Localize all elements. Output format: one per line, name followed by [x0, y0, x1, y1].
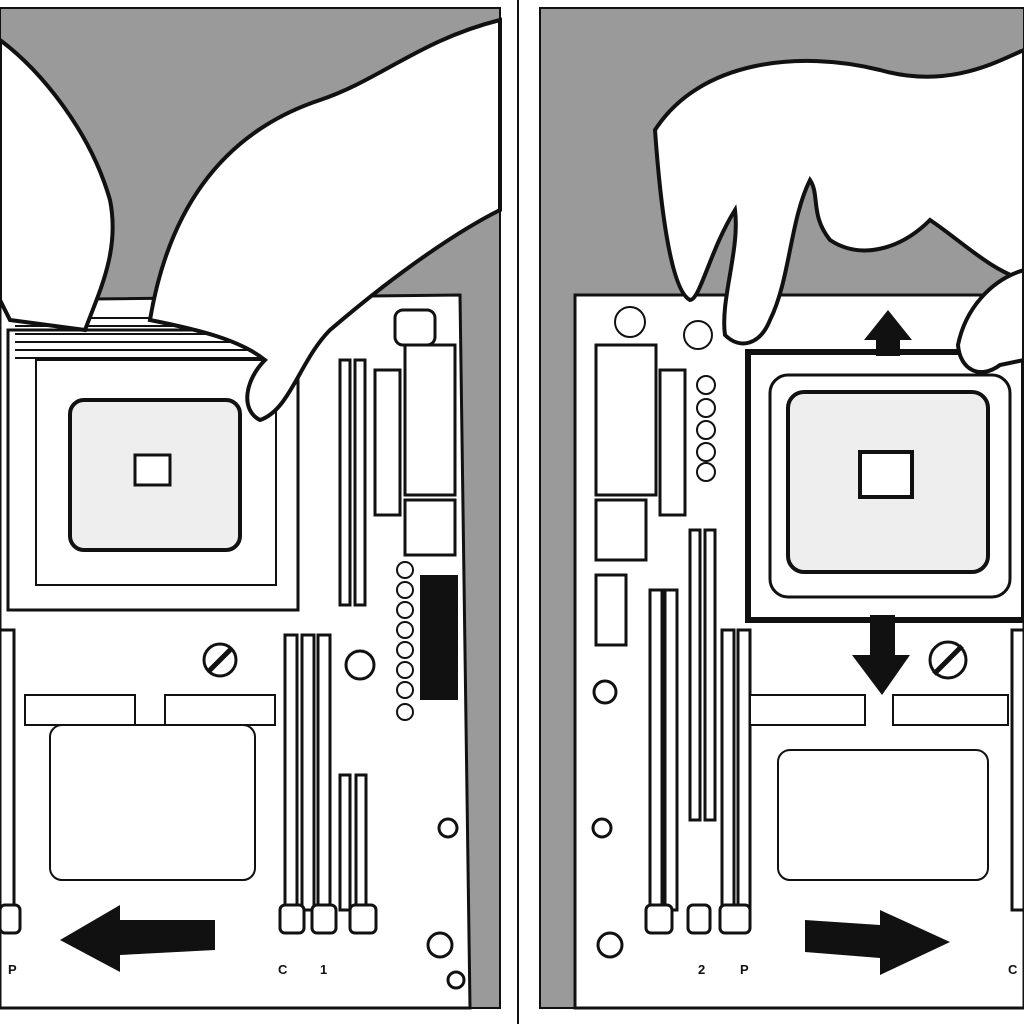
right-label-bottom-mid: P — [740, 962, 749, 977]
right-hand-side — [955, 267, 1024, 375]
left-pin-header — [420, 575, 458, 700]
left-direction-arrow — [60, 905, 215, 972]
left-label-bottom-mid: C — [278, 962, 288, 977]
down-arrow — [852, 615, 910, 695]
right-ram-clips — [644, 903, 752, 935]
left-cpu-center — [133, 453, 172, 487]
right-capacitors — [614, 306, 716, 482]
left-hand-right — [147, 17, 502, 423]
left-capacitors — [396, 561, 414, 721]
left-hand-left — [0, 37, 115, 333]
left-ram-slots — [0, 358, 368, 912]
right-lower-fins — [749, 694, 1009, 726]
left-label-bottom-right: 1 — [320, 962, 328, 977]
left-panel — [0, 7, 502, 1010]
right-lower-chip-area — [777, 749, 989, 881]
left-io-blocks — [373, 308, 457, 557]
right-hand-top — [652, 47, 1024, 346]
up-arrow — [864, 310, 912, 356]
left-lower-chip-area — [49, 724, 256, 881]
right-label-bottom-right: C — [1008, 962, 1018, 977]
left-ram-clips — [0, 903, 378, 935]
right-direction-arrow — [805, 910, 950, 975]
left-lower-fins — [24, 694, 276, 726]
left-label-bottom-left: P — [8, 962, 17, 977]
right-cpu-center — [858, 450, 914, 499]
right-io-blocks — [594, 343, 687, 647]
right-panel — [539, 7, 1024, 1010]
right-label-bottom-left: 2 — [698, 962, 706, 977]
right-ram-slots — [648, 528, 1024, 912]
